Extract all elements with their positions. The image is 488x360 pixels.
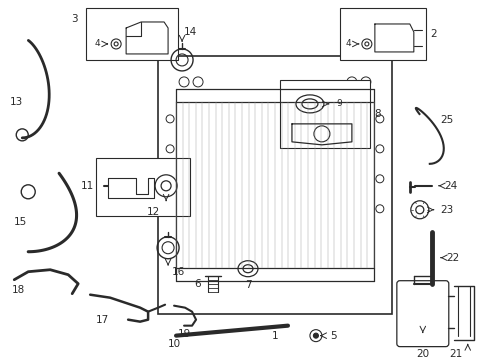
Text: 20: 20 xyxy=(415,348,428,359)
Text: 5: 5 xyxy=(329,330,336,341)
Text: 24: 24 xyxy=(443,181,456,191)
Text: 9: 9 xyxy=(335,99,341,108)
Text: 22: 22 xyxy=(445,253,458,263)
Text: 3: 3 xyxy=(71,14,78,24)
Text: 21: 21 xyxy=(448,348,462,359)
Text: 4: 4 xyxy=(94,40,100,49)
Text: 17: 17 xyxy=(96,315,109,325)
Text: 8: 8 xyxy=(373,109,380,119)
Text: 1: 1 xyxy=(271,330,278,341)
Text: 11: 11 xyxy=(81,181,94,191)
Bar xyxy=(339,8,425,60)
Text: 4: 4 xyxy=(345,40,351,49)
Text: 25: 25 xyxy=(439,115,452,125)
Text: 6: 6 xyxy=(194,279,201,289)
Bar xyxy=(96,158,190,216)
Text: 16: 16 xyxy=(172,267,185,277)
Text: 2: 2 xyxy=(429,29,435,39)
Text: 13: 13 xyxy=(10,97,23,107)
Text: 19: 19 xyxy=(178,329,191,339)
Text: 18: 18 xyxy=(12,285,25,295)
Circle shape xyxy=(313,333,318,338)
Text: 15: 15 xyxy=(14,217,27,227)
Text: 14: 14 xyxy=(183,27,197,37)
Text: 10: 10 xyxy=(168,339,181,348)
Bar xyxy=(280,80,369,148)
Text: 7: 7 xyxy=(244,280,251,290)
Bar xyxy=(158,56,391,314)
Text: 12: 12 xyxy=(146,207,160,217)
Bar xyxy=(86,8,178,60)
Text: 23: 23 xyxy=(439,205,452,215)
FancyBboxPatch shape xyxy=(396,281,448,347)
